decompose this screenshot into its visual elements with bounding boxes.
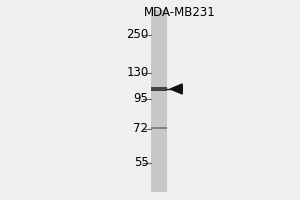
Polygon shape: [170, 84, 182, 94]
Text: 72: 72: [134, 122, 148, 136]
Text: 55: 55: [134, 156, 148, 170]
Bar: [151, 10, 167, 192]
Text: 95: 95: [134, 92, 148, 106]
Text: 130: 130: [126, 66, 148, 79]
Text: MDA-MB231: MDA-MB231: [144, 6, 216, 19]
Text: 250: 250: [126, 28, 148, 42]
Bar: [151, 87, 167, 91]
Bar: [151, 127, 167, 129]
